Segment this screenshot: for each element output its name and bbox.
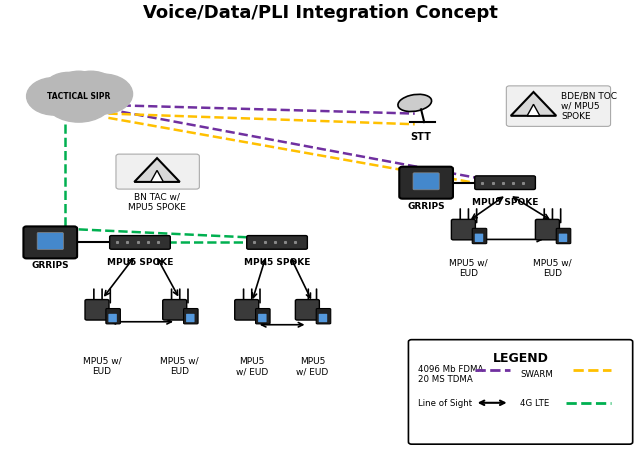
Text: MPU5 SPOKE: MPU5 SPOKE [472,197,538,206]
FancyBboxPatch shape [296,300,319,320]
FancyBboxPatch shape [475,176,536,190]
FancyBboxPatch shape [319,314,327,323]
FancyBboxPatch shape [255,309,270,324]
FancyBboxPatch shape [109,236,170,250]
Text: BN TAC w/
MPU5 SPOKE: BN TAC w/ MPU5 SPOKE [128,192,186,211]
FancyBboxPatch shape [316,309,331,324]
Circle shape [44,73,93,106]
Text: MPU5 SPOKE: MPU5 SPOKE [107,257,173,266]
Polygon shape [511,93,556,117]
FancyBboxPatch shape [413,174,439,190]
FancyBboxPatch shape [451,220,476,241]
Text: MPU5
w/ EUD: MPU5 w/ EUD [296,356,328,375]
Title: Voice/Data/PLI Integration Concept: Voice/Data/PLI Integration Concept [143,4,497,22]
Text: SWARM: SWARM [520,369,553,379]
Polygon shape [134,159,180,183]
FancyBboxPatch shape [37,233,63,250]
FancyBboxPatch shape [85,300,109,320]
Circle shape [44,76,113,123]
Circle shape [56,72,101,102]
Circle shape [27,78,82,116]
Polygon shape [150,171,163,183]
Circle shape [65,72,117,107]
Text: MPU5 w/
EUD: MPU5 w/ EUD [533,258,572,278]
FancyBboxPatch shape [235,300,259,320]
Polygon shape [527,105,540,117]
FancyBboxPatch shape [559,234,567,242]
FancyBboxPatch shape [186,314,195,323]
FancyBboxPatch shape [44,94,113,105]
Text: STT: STT [411,131,431,141]
Circle shape [74,75,132,115]
FancyBboxPatch shape [556,229,571,244]
FancyBboxPatch shape [108,314,117,323]
FancyBboxPatch shape [163,300,187,320]
Text: BDE/BN TOC
w/ MPU5
SPOKE: BDE/BN TOC w/ MPU5 SPOKE [561,91,618,121]
FancyBboxPatch shape [399,168,453,199]
FancyBboxPatch shape [116,155,199,190]
FancyBboxPatch shape [408,340,633,444]
Text: MPU5 SPOKE: MPU5 SPOKE [244,257,310,266]
Text: LEGEND: LEGEND [493,352,548,364]
FancyBboxPatch shape [472,229,487,244]
Text: GRRIPS: GRRIPS [407,201,445,210]
FancyBboxPatch shape [247,236,307,250]
FancyBboxPatch shape [106,309,120,324]
FancyBboxPatch shape [24,227,77,259]
Text: MPU5 w/
EUD: MPU5 w/ EUD [83,356,122,375]
Text: MPU5 w/
EUD: MPU5 w/ EUD [449,258,488,278]
FancyBboxPatch shape [506,87,611,127]
Text: TACTICAL SIPR: TACTICAL SIPR [47,91,110,101]
Text: 4096 Mb FDMA
20 MS TDMA: 4096 Mb FDMA 20 MS TDMA [418,364,483,384]
FancyBboxPatch shape [258,314,267,323]
Text: 4G LTE: 4G LTE [520,398,550,408]
Ellipse shape [398,95,431,112]
FancyBboxPatch shape [536,220,559,241]
FancyBboxPatch shape [184,309,198,324]
Text: MPU5 w/
EUD: MPU5 w/ EUD [161,356,199,375]
FancyBboxPatch shape [475,234,483,242]
Text: Line of Sight: Line of Sight [418,398,472,408]
Text: GRRIPS: GRRIPS [31,261,69,270]
Text: MPU5
w/ EUD: MPU5 w/ EUD [236,356,268,375]
